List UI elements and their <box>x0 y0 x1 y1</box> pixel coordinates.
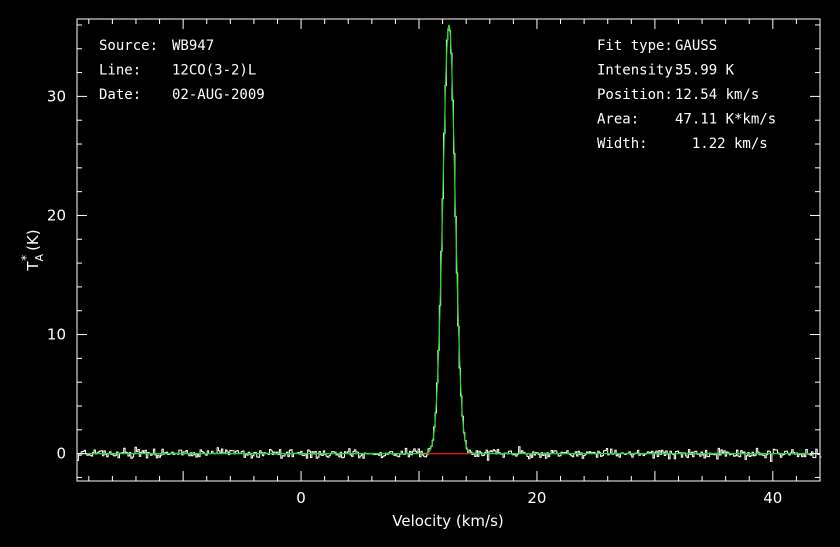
info-key: Intensity: <box>597 63 681 79</box>
x-axis-label: Velocity (km/s) <box>392 512 503 530</box>
x-tick-label: 20 <box>527 489 546 507</box>
y-axis-label-main: T <box>24 261 42 272</box>
x-tick-label: 40 <box>763 489 782 507</box>
y-axis-label-unit: (K) <box>24 229 42 251</box>
gaussian-fit-line <box>77 24 820 455</box>
info-value: 12CO(3-2)L <box>172 63 256 79</box>
info-value: 47.11 K*km/s <box>675 112 776 128</box>
info-key: Line: <box>99 63 141 79</box>
info-value: GAUSS <box>675 38 717 54</box>
info-value: 35.99 K <box>675 63 735 79</box>
info-key: Position: <box>597 87 673 103</box>
y-tick-label: 20 <box>47 206 66 224</box>
info-value: WB947 <box>172 38 214 54</box>
info-key: Date: <box>99 87 141 103</box>
ticks-layer: 0 20 40 0 10 20 30 <box>47 19 821 507</box>
info-value: 12.54 km/s <box>675 87 759 103</box>
info-value: 1.22 km/s <box>675 136 768 152</box>
info-key: Area: <box>597 112 639 128</box>
info-panel-left: Source: WB947 Line: 12CO(3-2)L Date: 02-AUG-2… <box>99 38 265 103</box>
y-axis-label-sup: * <box>19 255 33 261</box>
y-axis-label-sub: A <box>33 253 46 261</box>
y-axis-label: TA* (K) <box>19 229 46 271</box>
info-value: 02-AUG-2009 <box>172 87 265 103</box>
y-tick-label: 10 <box>47 326 66 344</box>
x-tick-label: 0 <box>296 489 306 507</box>
info-key: Width: <box>597 136 648 152</box>
series-layer <box>77 24 822 462</box>
spectrum-line <box>77 28 822 462</box>
svg-text:TA*(K): TA* (K) <box>19 229 46 271</box>
info-key: Fit type: <box>597 38 673 54</box>
y-tick-label: 0 <box>56 445 66 463</box>
plot-frame <box>76 18 821 482</box>
info-key: Source: <box>99 38 158 54</box>
y-tick-label: 30 <box>47 87 66 105</box>
info-panel-right: Fit type: GAUSS Intensity:35.99 KPosition:… <box>597 38 776 152</box>
